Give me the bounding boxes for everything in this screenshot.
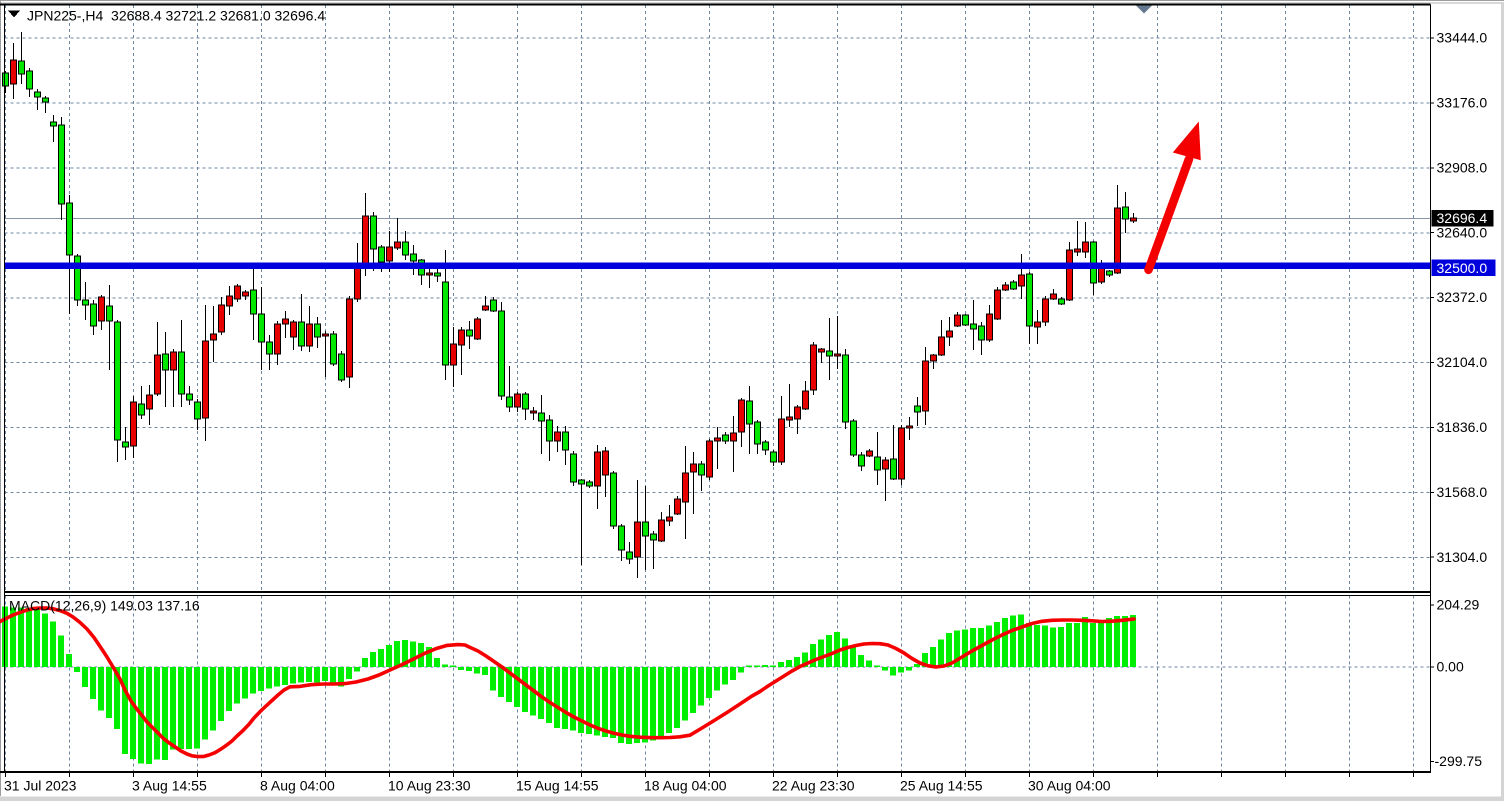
svg-text:32640.0: 32640.0: [1437, 224, 1488, 240]
svg-text:10 Aug 23:30: 10 Aug 23:30: [388, 778, 471, 794]
svg-text:0.00: 0.00: [1437, 659, 1464, 675]
svg-text:31568.0: 31568.0: [1437, 484, 1488, 500]
svg-text:3 Aug 14:55: 3 Aug 14:55: [132, 778, 207, 794]
svg-text:15 Aug 14:55: 15 Aug 14:55: [516, 778, 599, 794]
svg-text:JPN225-,H4 32688.4 32721.2 32: JPN225-,H4 32688.4 32721.2 32681.0 32696…: [27, 8, 325, 24]
svg-text:32372.0: 32372.0: [1437, 289, 1488, 305]
svg-text:32908.0: 32908.0: [1437, 159, 1488, 175]
svg-text:32104.0: 32104.0: [1437, 354, 1488, 370]
svg-text:-299.75: -299.75: [1435, 753, 1483, 769]
svg-text:8 Aug 04:00: 8 Aug 04:00: [260, 778, 335, 794]
svg-text:33444.0: 33444.0: [1437, 30, 1488, 46]
svg-text:25 Aug 14:55: 25 Aug 14:55: [900, 778, 983, 794]
svg-text:18 Aug 04:00: 18 Aug 04:00: [644, 778, 727, 794]
svg-text:22 Aug 23:30: 22 Aug 23:30: [772, 778, 855, 794]
svg-text:204.29: 204.29: [1437, 597, 1480, 613]
svg-text:MACD(12,26,9) 149.03 137.16: MACD(12,26,9) 149.03 137.16: [9, 598, 200, 614]
svg-text:31304.0: 31304.0: [1437, 549, 1488, 565]
svg-text:31 Jul 2023: 31 Jul 2023: [4, 778, 77, 794]
svg-text:33176.0: 33176.0: [1437, 95, 1488, 111]
svg-text:32696.4: 32696.4: [1437, 210, 1488, 226]
svg-text:31836.0: 31836.0: [1437, 419, 1488, 435]
svg-text:30 Aug 04:00: 30 Aug 04:00: [1028, 778, 1111, 794]
svg-text:32500.0: 32500.0: [1437, 260, 1488, 276]
